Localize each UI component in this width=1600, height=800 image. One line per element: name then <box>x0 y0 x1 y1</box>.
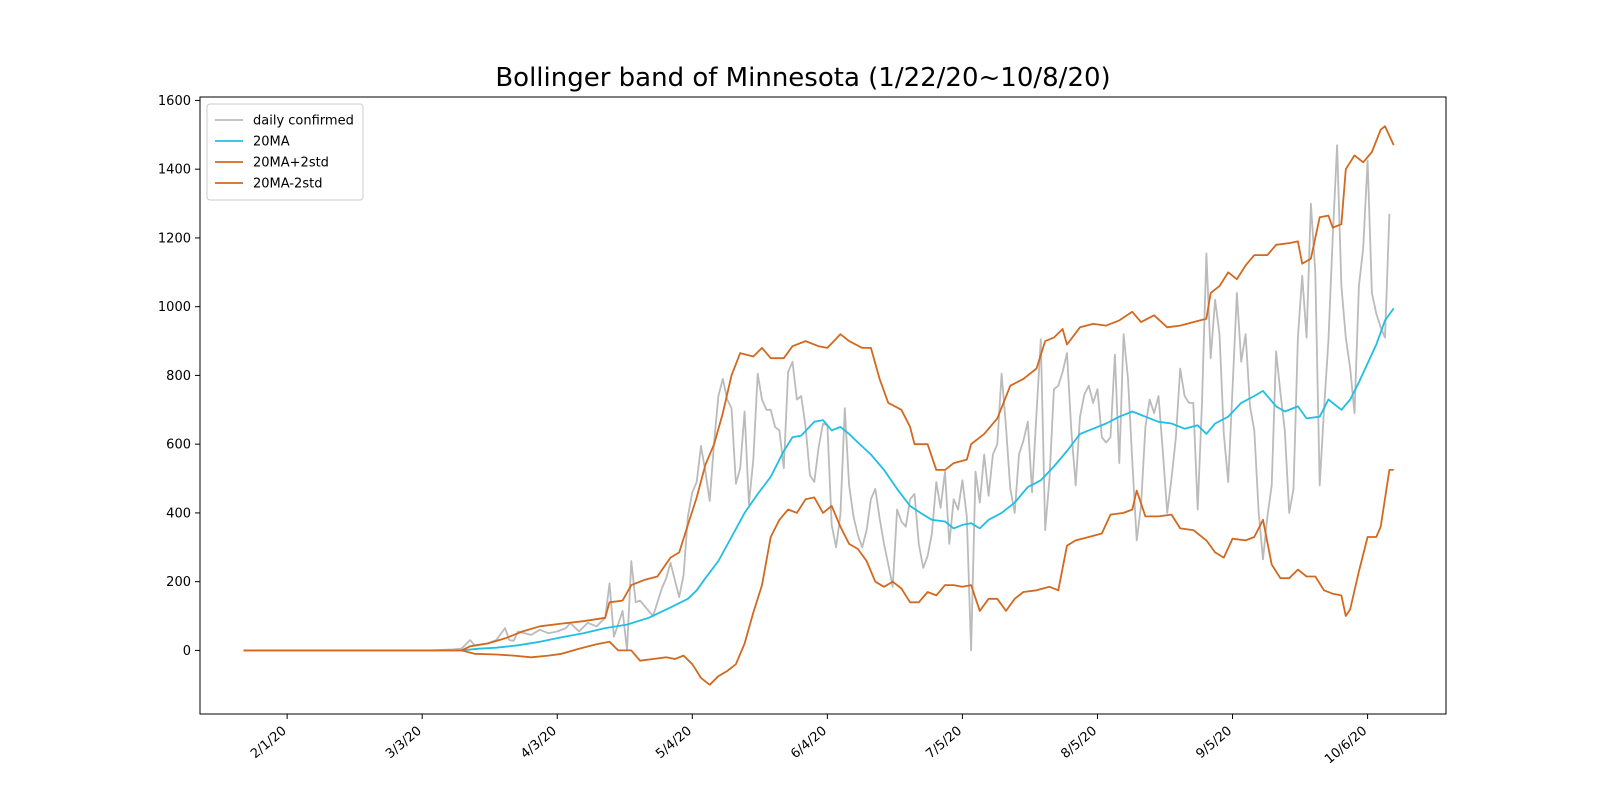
legend-label-3: 20MA+2std <box>253 156 329 171</box>
series-line-4-20ma-2std <box>243 469 1394 686</box>
y-tick-label: 200 <box>166 575 191 590</box>
series-line-2-20ma <box>243 307 1395 652</box>
legend: daily confirmed 20MA 20MA+2std 20MA-2std <box>206 103 364 201</box>
plot-lines <box>243 125 1395 686</box>
legend-label-2: 20MA <box>253 135 290 150</box>
chart-title: Bollinger band of Minnesota (1/22/20~10/… <box>495 63 1110 93</box>
y-tick-label: 1000 <box>158 300 191 315</box>
legend-label-1: daily confirmed <box>253 114 354 129</box>
y-tick-label: 1600 <box>158 94 191 109</box>
legend-label-4: 20MA-2std <box>253 177 322 192</box>
series-line-3-20ma-plus-2std <box>243 125 1395 652</box>
series-line-1-daily-confirmed <box>243 144 1391 652</box>
y-tick-label: 400 <box>166 506 191 521</box>
plot-frame <box>199 96 1447 715</box>
y-tick-label: 600 <box>166 438 191 453</box>
y-tick-label: 1200 <box>158 231 191 246</box>
y-tick-label: 1400 <box>158 163 191 178</box>
y-tick-label: 800 <box>166 369 191 384</box>
legend-box <box>206 103 364 201</box>
y-tick-label: 0 <box>183 644 191 659</box>
y-axis: 0 200 400 600 800 1000 1200 1400 1600 <box>158 94 200 659</box>
